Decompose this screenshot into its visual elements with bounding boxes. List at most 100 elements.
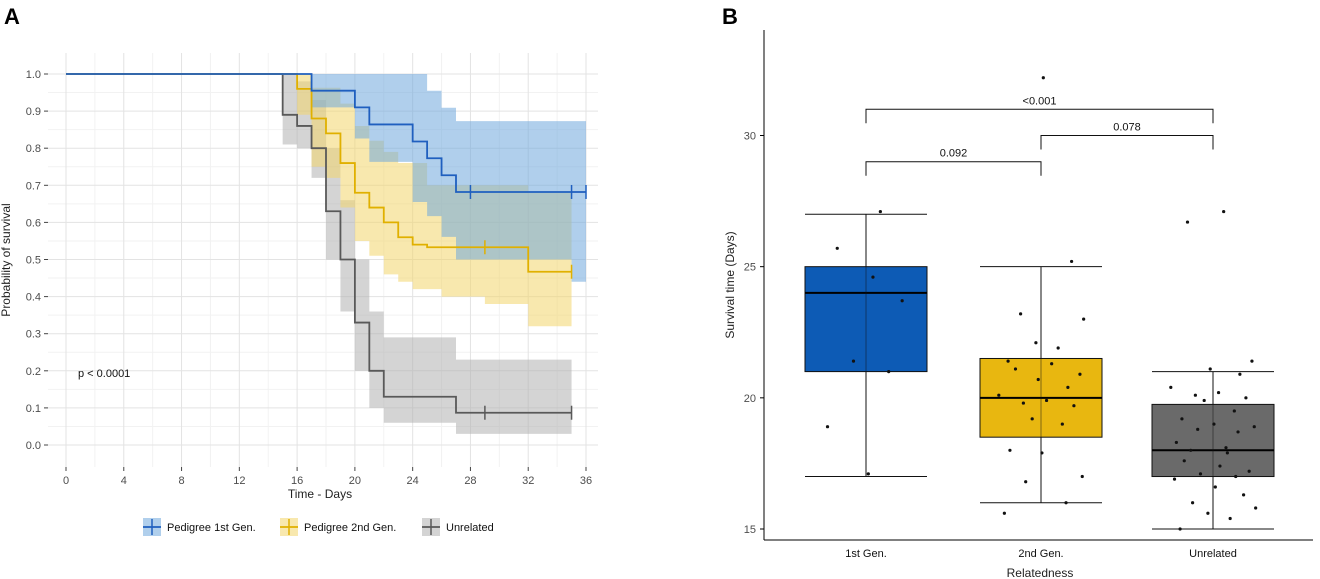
data-point xyxy=(1172,477,1177,481)
data-point xyxy=(835,246,839,250)
y-tick-label: 0.8 xyxy=(26,143,41,155)
data-point xyxy=(1064,501,1068,505)
data-point xyxy=(1228,516,1232,521)
x-tick-label: 24 xyxy=(407,475,419,487)
data-point xyxy=(1050,362,1054,366)
survival-curve-1 xyxy=(66,73,572,273)
x-tick-label: 4 xyxy=(121,475,127,487)
data-point xyxy=(1069,259,1074,264)
data-point xyxy=(1030,417,1034,421)
jitter-points xyxy=(825,76,1258,531)
significance-brackets: <0.001 0.078 0.092 xyxy=(865,95,1214,176)
data-point xyxy=(1021,401,1025,405)
significance-label: 0.092 xyxy=(940,148,968,160)
x-tick-label: 8 xyxy=(178,475,184,487)
y-tick-label: 30 xyxy=(744,131,756,143)
y-tick-label: 15 xyxy=(744,524,756,536)
data-point xyxy=(1180,417,1184,421)
data-point xyxy=(1247,469,1251,473)
survival-curves xyxy=(66,73,586,414)
boxes xyxy=(804,213,1275,530)
y-tick-label: 0.2 xyxy=(26,366,41,378)
significance-bracket xyxy=(865,161,1042,176)
boxplot: 15 20 25 30 <0.001 0.078 0.092 1st Gen. 2nd Ge… xyxy=(723,30,1313,579)
data-point xyxy=(1236,430,1240,434)
data-point xyxy=(1250,359,1254,363)
legend-label: Pedigree 1st Gen. xyxy=(167,522,256,534)
y-axis-ticks: 15 20 25 30 xyxy=(744,131,764,536)
panel-a-label: A xyxy=(4,4,20,29)
y-axis-ticks: 0.0 0.1 0.2 0.3 0.4 0.5 0.6 0.7 0.8 0.9 1.0 xyxy=(26,69,48,452)
data-point xyxy=(1244,396,1248,400)
data-point xyxy=(871,275,875,279)
data-point xyxy=(1174,440,1178,445)
data-point xyxy=(1216,390,1221,395)
survival-curve-2 xyxy=(66,73,572,414)
data-point xyxy=(1241,493,1246,497)
panel-b-label: B xyxy=(722,4,738,29)
data-point xyxy=(1019,312,1023,316)
data-point xyxy=(1078,372,1082,376)
data-point xyxy=(1232,409,1236,413)
survival-curve-0 xyxy=(66,73,586,193)
x-tick-label: 36 xyxy=(580,475,592,487)
legend-label: Unrelated xyxy=(446,522,494,534)
data-point xyxy=(851,359,856,363)
data-point xyxy=(1212,422,1216,426)
data-point xyxy=(1178,527,1182,531)
data-point xyxy=(900,299,904,303)
data-point xyxy=(1213,485,1217,489)
confidence-band-1 xyxy=(66,74,572,327)
legend: Pedigree 1st Gen. Pedigree 2nd Gen. Unrela… xyxy=(143,518,494,536)
data-point xyxy=(1225,451,1229,455)
data-point xyxy=(1044,398,1049,403)
data-point xyxy=(1198,472,1203,476)
data-point xyxy=(1222,209,1226,214)
confidence-band-2 xyxy=(66,74,572,434)
significance-label: 0.078 xyxy=(1113,122,1141,134)
legend-label: Pedigree 2nd Gen. xyxy=(304,522,396,534)
data-point xyxy=(1072,404,1076,408)
data-point xyxy=(1182,459,1186,463)
y-tick-label: 0.7 xyxy=(26,180,41,192)
x-axis-title: Relatedness xyxy=(1007,566,1074,579)
data-point xyxy=(1056,346,1060,350)
y-tick-label: 1.0 xyxy=(26,69,41,81)
data-point xyxy=(1254,506,1258,510)
y-tick-label: 0.9 xyxy=(26,106,41,118)
x-tick-label: 2nd Gen. xyxy=(1018,548,1063,560)
data-point xyxy=(1189,448,1193,452)
data-point xyxy=(1191,501,1195,505)
y-tick-label: 25 xyxy=(744,262,756,274)
significance-label: <0.001 xyxy=(1023,95,1057,107)
data-point xyxy=(1238,372,1242,376)
x-tick-label: 28 xyxy=(464,475,476,487)
data-point xyxy=(1206,511,1210,515)
data-point xyxy=(1024,480,1028,484)
confidence-band-0 xyxy=(66,74,586,282)
y-tick-label: 20 xyxy=(744,393,756,405)
data-point xyxy=(1218,464,1222,468)
y-tick-label: 0.0 xyxy=(26,440,41,452)
p-value-annotation: p < 0.0001 xyxy=(78,368,130,380)
data-point xyxy=(1202,398,1206,403)
data-point xyxy=(1252,425,1256,429)
x-tick-label: Unrelated xyxy=(1189,548,1237,560)
x-tick-label: 12 xyxy=(233,475,245,487)
significance-bracket xyxy=(865,108,1214,124)
data-point xyxy=(1040,451,1044,455)
significance-bracket xyxy=(1040,135,1214,150)
data-point xyxy=(878,209,882,214)
x-tick-label: 32 xyxy=(522,475,534,487)
x-axis-ticks: 1st Gen. 2nd Gen. Unrelated xyxy=(845,548,1237,560)
data-point xyxy=(1224,446,1228,450)
data-point xyxy=(825,425,830,429)
x-tick-label: 16 xyxy=(291,475,303,487)
data-point xyxy=(1196,427,1200,431)
censor-marks xyxy=(469,184,587,420)
x-axis-ticks: 0 4 8 12 16 20 24 28 32 36 xyxy=(63,467,592,487)
confidence-bands xyxy=(66,74,586,434)
data-point xyxy=(997,393,1001,397)
y-axis-title: Probability of survival xyxy=(0,203,13,316)
